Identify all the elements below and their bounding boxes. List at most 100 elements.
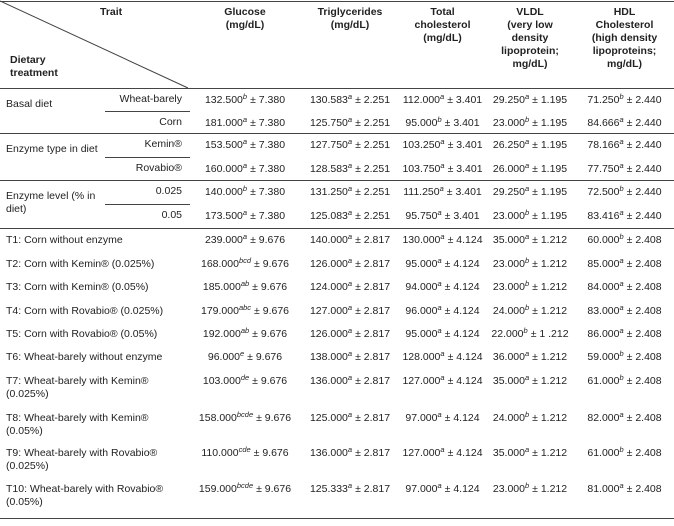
standard-error: ± 1.195 [532,116,568,129]
significance-letter: a [437,208,442,217]
significance-letter: a [524,349,530,358]
mean: 72.500 [587,186,620,198]
value-cell: 84.000a ± 2.408 [575,280,674,293]
significance-letter: a [524,92,530,101]
standard-error: ± 2.440 [626,139,662,151]
header-line: Triglycerides [317,6,383,18]
significance-letter: a [437,326,442,335]
standard-error: ± 3.401 [447,139,483,151]
value-cell: 128.583a ± 2.251 [300,160,400,175]
mean: 59.000 [587,351,620,363]
value-cell: 35.000a ± 1.212 [485,446,575,459]
significance-letter: a [619,114,624,124]
value-cell: 23.000b ± 1.212 [485,481,575,495]
value-cell: 72.500b ± 2.440 [575,185,674,198]
significance-letter: a [619,410,624,419]
value-cell: 84.666a ± 2.440 [575,114,674,129]
mean: 77.750 [587,162,620,175]
rule [105,110,190,112]
value-cell: 110.000cde ± 9.676 [190,445,300,459]
standard-error: ± 4.124 [444,305,480,317]
value-cell: 23.000b ± 1.212 [485,280,575,293]
value-cell: 126.000a ± 2.817 [300,257,400,270]
mean: 128.583 [309,162,348,175]
value-cell: 127.000a ± 4.124 [400,374,485,387]
row-label: Rovabio® [135,161,182,174]
mean: 71.250 [587,94,620,106]
value-cell: 138.000a ± 2.817 [300,350,400,363]
significance-letter: a [242,114,248,124]
mean: 83.000 [587,305,620,317]
significance-letter: b [524,114,530,124]
value-cell: 130.000a ± 4.124 [400,233,485,246]
value-cell: 124.000a ± 2.817 [300,279,400,293]
significance-letter: a [347,279,353,288]
value-cell: 168.000bcd ± 9.676 [190,257,300,270]
standard-error: ± 2.817 [355,375,391,387]
mean: 23.000 [492,483,525,495]
significance-letter: bcde [236,481,254,490]
value-cell: 86.000a ± 2.408 [575,327,674,340]
value-cell: 173.500a ± 7.380 [190,209,300,222]
value-cell: 96.000a ± 4.124 [400,303,485,317]
standard-error: ± 4.124 [447,375,483,387]
mean: 95.750 [405,210,438,222]
significance-letter: a [440,160,445,170]
significance-letter: a [619,137,624,146]
mean: 85.000 [587,258,620,270]
mean: 84.000 [587,281,620,293]
significance-letter: b [524,410,530,419]
mean: 130.000 [402,234,441,246]
significance-letter: b [524,303,530,312]
header-line: HDL [613,6,636,18]
standard-error: ± 4.124 [444,483,480,495]
mean: 125.083 [309,210,348,222]
value-cell: 111.250a ± 3.401 [400,185,485,198]
value-cell: 23.000b ± 1.195 [485,114,575,129]
significance-letter: b [524,208,530,217]
significance-letter: a [347,160,353,170]
value-cell: 24.000b ± 1.212 [485,303,575,317]
standard-error: ± 2.440 [626,116,662,129]
significance-letter: a [437,410,442,419]
mean: 159.000 [198,483,237,495]
significance-letter: b [242,184,248,193]
mean: 110.000 [201,447,239,459]
standard-error: ± 9.676 [256,483,292,495]
mean: 127.750 [309,139,348,151]
value-cell: 179.000abc ± 9.676 [190,304,300,317]
mean: 22.000 [491,328,524,340]
row-label: 0.05 [161,209,182,221]
significance-letter: e [239,349,245,358]
standard-error: ± 2.408 [626,234,662,246]
standard-error: ± 2.251 [355,139,391,151]
mean: 95.000 [405,328,438,340]
mean: 35.000 [492,447,525,459]
standard-error: ± 2.817 [355,305,391,317]
value-cell: 185.000ab ± 9.676 [190,280,300,293]
standard-error: ± 7.380 [250,116,286,129]
mean: 96.000 [207,351,240,363]
value-cell: 160.000a ± 7.380 [190,161,300,175]
standard-error: ± 9.676 [253,447,289,459]
rule [105,204,190,205]
standard-error: ± 2.408 [626,351,662,363]
value-cell: 26.000a ± 1.195 [485,161,575,174]
standard-error: ± 2.408 [626,447,662,459]
row-label: Corn [159,115,182,128]
standard-error: ± 2.408 [626,328,662,340]
rule [105,156,190,158]
standard-error: ± 9.676 [256,412,292,424]
significance-letter: b [524,481,530,490]
row-label: Wheat-barely [119,93,182,105]
mean: 185.000 [202,281,241,293]
significance-letter: a [347,373,353,382]
significance-letter: a [437,303,442,312]
value-cell: 127.000a ± 4.124 [400,446,485,459]
standard-error: ± 9.676 [252,281,288,293]
mean: 160.000 [204,162,243,175]
mean: 61.000 [587,375,620,387]
treatment-label: T4: Corn with Rovabio® (0.025%) [6,305,164,317]
significance-letter: cde [238,445,251,454]
column-header: VLDL (very low density lipoprotein; mg/dL) [485,6,575,71]
